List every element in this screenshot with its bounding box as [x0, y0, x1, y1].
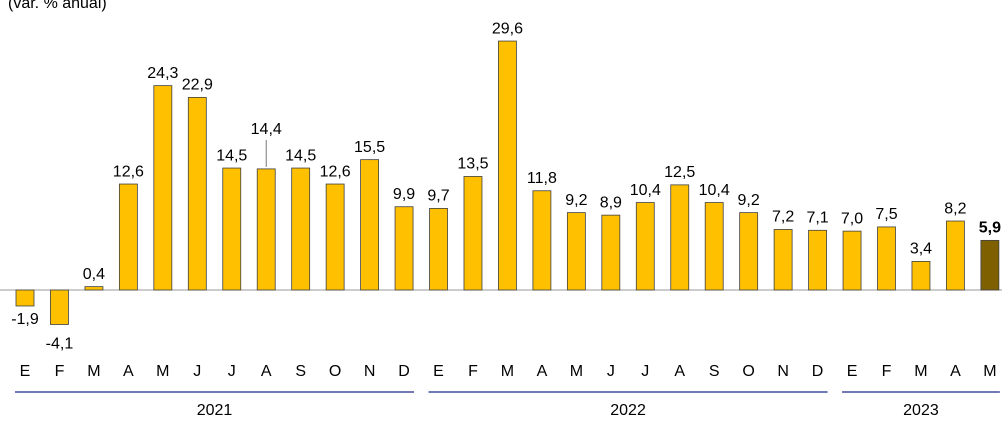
value-label: 3,4	[910, 241, 932, 258]
bar	[808, 229, 827, 291]
value-label: 14,5	[285, 147, 316, 164]
year-label: 2023	[903, 402, 939, 419]
x-tick-label: M	[914, 363, 927, 380]
value-label: 13,5	[457, 156, 488, 173]
bar	[980, 239, 1000, 291]
bar	[704, 202, 724, 291]
bar	[222, 167, 242, 291]
bar	[601, 214, 621, 291]
value-label: 12,6	[113, 163, 144, 180]
x-tick-label: A	[261, 363, 272, 380]
x-tick-label: N	[777, 363, 789, 380]
value-label: 9,9	[393, 186, 415, 203]
value-label: 7,2	[772, 209, 794, 226]
year-label: 2021	[197, 402, 233, 419]
value-label: 7,1	[806, 210, 828, 227]
bar	[498, 40, 517, 291]
value-label: 9,2	[565, 192, 587, 209]
x-tick-label: E	[20, 363, 31, 380]
bar	[773, 229, 793, 291]
value-label: 11,8	[527, 170, 557, 187]
value-label: 12,6	[320, 163, 351, 180]
year-label: 2022	[610, 402, 646, 419]
x-tick-label: M	[983, 363, 996, 380]
x-tick-label: D	[398, 363, 410, 380]
bar	[118, 183, 138, 291]
value-label: 10,4	[699, 182, 730, 199]
x-tick-label: M	[501, 363, 514, 380]
x-tick-label: D	[812, 363, 824, 380]
bar	[842, 230, 862, 291]
bar	[256, 168, 276, 291]
value-label: 10,4	[630, 182, 661, 199]
value-label: 8,2	[944, 200, 966, 217]
bar	[15, 289, 35, 307]
bar	[566, 212, 586, 291]
value-label: 9,7	[427, 188, 449, 205]
value-label: 14,4	[251, 121, 282, 138]
bar	[429, 208, 448, 291]
bar	[50, 289, 69, 325]
x-tick-label: A	[950, 363, 961, 380]
x-tick-label: O	[329, 363, 341, 380]
bar	[394, 206, 414, 291]
x-tick-label: M	[570, 363, 583, 380]
value-label: 14,5	[216, 147, 247, 164]
x-tick-label: M	[87, 363, 100, 380]
value-label: 8,9	[600, 194, 622, 211]
x-tick-label: O	[742, 363, 754, 380]
bar	[911, 261, 931, 291]
x-tick-label: F	[882, 363, 892, 380]
value-label: 12,5	[664, 164, 695, 181]
x-tick-label: A	[537, 363, 548, 380]
bar	[187, 97, 207, 291]
value-label: 7,5	[875, 206, 897, 223]
x-tick-label: J	[228, 363, 236, 380]
bar	[291, 167, 311, 291]
x-tick-label: J	[607, 363, 615, 380]
x-tick-label: J	[193, 363, 201, 380]
x-tick-label: M	[156, 363, 169, 380]
value-label: 24,3	[147, 65, 178, 82]
x-tick-label: E	[847, 363, 858, 380]
value-label: 7,0	[841, 210, 863, 227]
bar	[877, 226, 896, 291]
value-label: -4,1	[46, 336, 74, 353]
bar	[739, 212, 759, 291]
value-label: 15,5	[354, 139, 385, 156]
bar	[84, 286, 104, 291]
value-label: 5,9	[979, 220, 1001, 237]
bar	[463, 176, 483, 291]
bar	[946, 220, 965, 291]
value-label: 29,6	[492, 20, 523, 37]
value-label: 9,2	[738, 192, 760, 209]
x-tick-label: N	[364, 363, 376, 380]
bar	[153, 85, 173, 291]
x-tick-label: F	[468, 363, 478, 380]
chart-subtitle: (var. % anual)	[8, 0, 107, 12]
bar	[635, 202, 655, 291]
x-tick-label: J	[641, 363, 649, 380]
bar	[670, 184, 690, 291]
value-label: 22,9	[182, 77, 213, 94]
bar	[325, 183, 345, 291]
x-tick-label: F	[55, 363, 65, 380]
x-tick-label: E	[433, 363, 444, 380]
value-label: -1,9	[11, 311, 39, 328]
x-tick-label: A	[123, 363, 134, 380]
x-tick-label: S	[295, 363, 306, 380]
bar	[360, 159, 380, 291]
x-tick-label: A	[674, 363, 685, 380]
bar	[532, 190, 552, 291]
x-tick-label: S	[709, 363, 720, 380]
value-label: 0,4	[83, 266, 105, 283]
